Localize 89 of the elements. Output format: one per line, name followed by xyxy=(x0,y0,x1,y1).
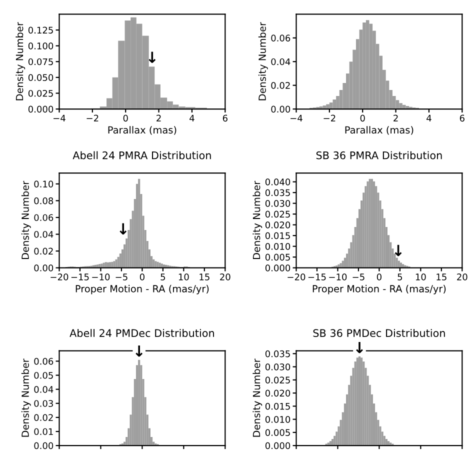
x-tick-label: −10 xyxy=(329,274,347,280)
y-tick-label: 0.10 xyxy=(34,180,54,188)
x-tick-label: −5 xyxy=(352,274,364,280)
x-tick-label: 5 xyxy=(160,274,166,280)
y-tick-label: 0.000 xyxy=(265,264,290,272)
x-tick-label: −4 xyxy=(290,114,302,122)
y-tick-label: 0.100 xyxy=(28,42,54,50)
x-axis-title: Proper Motion - RA (mas/yr) xyxy=(312,284,446,294)
y-tick-label: 0.025 xyxy=(28,90,53,97)
x-tick-label: −20 xyxy=(288,274,306,280)
y-tick-label: 0.06 xyxy=(271,34,290,42)
annotation: ↓ xyxy=(136,345,143,357)
y-tick-label: 0.03 xyxy=(34,400,53,407)
x-tick-label: 20 xyxy=(457,274,468,280)
x-tick-label: −2 xyxy=(86,114,98,122)
chart-title: Abell 24 PMRA Distribution xyxy=(72,151,211,160)
x-axis-title: Parallax (mas) xyxy=(345,126,414,135)
y-tick-label: 0.015 xyxy=(265,402,290,410)
y-tick-label: 0.02 xyxy=(271,82,290,89)
annotation: ↓ xyxy=(120,223,127,234)
annotation: ↓ xyxy=(148,52,156,63)
y-tick-label: 0.06 xyxy=(34,214,54,222)
x-tick-label: −4 xyxy=(54,114,66,122)
x-tick-label: −15 xyxy=(308,274,326,280)
y-tick-label: 0.020 xyxy=(265,390,290,397)
y-tick-label: 0.00 xyxy=(34,442,54,450)
x-tick-label: 2 xyxy=(394,114,398,122)
y-tick-label: 0.08 xyxy=(34,197,54,204)
x-tick-label: 15 xyxy=(436,274,446,280)
x-tick-label: 2 xyxy=(156,114,161,122)
y-axis-title: Density Number xyxy=(258,22,268,100)
y-tick-label: 0.04 xyxy=(34,230,54,238)
y-tick-label: 0.04 xyxy=(34,386,54,393)
y-tick-label: 0.010 xyxy=(265,243,290,250)
x-tick-label: 10 xyxy=(178,274,189,280)
annotation: ↓ xyxy=(356,342,363,354)
y-axis-title: Density Number xyxy=(21,180,31,260)
y-axis-title: Density Number xyxy=(252,358,262,437)
chart-title: SB 36 PMRA Distribution xyxy=(316,151,442,160)
y-tick-label: 0.005 xyxy=(265,254,290,261)
y-axis-title: Density Number xyxy=(16,22,26,100)
y-tick-label: 0.015 xyxy=(265,232,290,240)
x-tick-label: −10 xyxy=(92,274,110,280)
y-tick-label: 0.035 xyxy=(265,189,290,196)
y-tick-label: 0.030 xyxy=(265,364,290,370)
x-tick-label: 0 xyxy=(376,274,382,280)
y-tick-label: 0.000 xyxy=(28,106,54,113)
y-tick-label: 0.010 xyxy=(265,416,290,423)
y-axis-title: Density Number xyxy=(21,358,31,437)
y-tick-label: 0.075 xyxy=(28,58,53,66)
x-tick-label: 5 xyxy=(398,274,402,280)
y-tick-label: 0.01 xyxy=(34,428,53,436)
y-tick-label: 0.00 xyxy=(34,264,54,272)
x-tick-label: −5 xyxy=(116,274,128,280)
chart-title: SB 36 PMDec Distribution xyxy=(313,328,445,338)
y-tick-label: 0.06 xyxy=(34,358,54,365)
y-tick-label: 0.040 xyxy=(265,178,290,186)
x-tick-label: 4 xyxy=(426,114,432,122)
x-tick-label: 4 xyxy=(190,114,194,122)
x-tick-label: 0 xyxy=(360,114,365,122)
y-axis-title: Density Number xyxy=(252,180,262,260)
x-axis-title: Proper Motion - RA (mas/yr) xyxy=(76,284,209,294)
y-tick-label: 0.02 xyxy=(34,414,53,421)
y-tick-label: 0.020 xyxy=(265,222,290,228)
x-tick-label: −20 xyxy=(50,274,68,280)
y-tick-label: 0.125 xyxy=(28,26,53,34)
x-tick-label: 10 xyxy=(416,274,426,280)
y-tick-label: 0.04 xyxy=(271,58,290,66)
y-tick-label: 0.025 xyxy=(265,376,290,384)
y-tick-label: 0.030 xyxy=(265,200,290,207)
x-axis-title: Parallax (mas) xyxy=(108,126,176,135)
x-tick-label: 0 xyxy=(123,114,128,122)
x-tick-label: 6 xyxy=(460,114,464,122)
annotation: ↓ xyxy=(394,244,402,256)
x-tick-label: 0 xyxy=(140,274,144,280)
y-tick-label: 0.02 xyxy=(34,248,53,255)
y-tick-label: 0.005 xyxy=(265,429,290,436)
y-tick-label: 0.035 xyxy=(265,350,290,358)
y-tick-label: 0.05 xyxy=(34,372,53,379)
x-tick-label: 20 xyxy=(220,274,230,280)
x-tick-label: 15 xyxy=(200,274,210,280)
x-tick-label: 6 xyxy=(222,114,228,122)
y-tick-label: 0.025 xyxy=(265,210,290,218)
y-tick-label: 0.00 xyxy=(271,106,290,113)
chart-title: Abell 24 PMDec Distribution xyxy=(70,328,214,338)
y-tick-label: 0.000 xyxy=(265,442,290,450)
y-tick-label: 0.050 xyxy=(28,74,54,81)
x-tick-label: −15 xyxy=(71,274,89,280)
x-tick-label: −2 xyxy=(324,114,336,122)
